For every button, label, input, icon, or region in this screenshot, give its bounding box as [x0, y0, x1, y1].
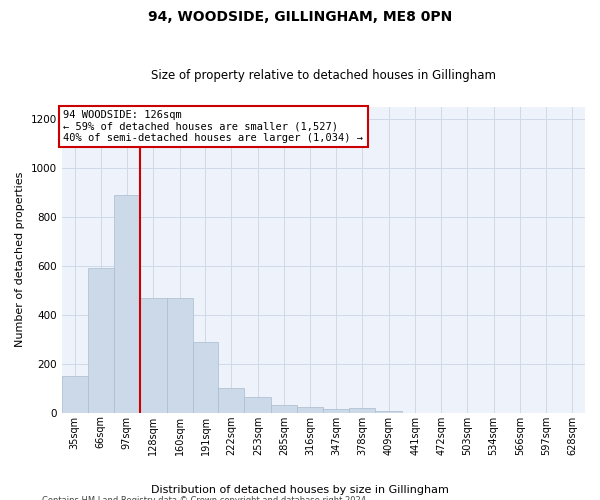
Bar [323, 410, 349, 412]
Bar [167, 298, 193, 412]
Bar [113, 195, 140, 412]
Title: Size of property relative to detached houses in Gillingham: Size of property relative to detached ho… [151, 69, 496, 82]
Bar [271, 406, 298, 412]
Bar [244, 397, 271, 412]
Bar [140, 298, 167, 412]
Text: Contains HM Land Registry data © Crown copyright and database right 2024.: Contains HM Land Registry data © Crown c… [42, 496, 368, 500]
Bar [376, 411, 402, 412]
Text: 94, WOODSIDE, GILLINGHAM, ME8 0PN: 94, WOODSIDE, GILLINGHAM, ME8 0PN [148, 10, 452, 24]
Bar [349, 408, 376, 412]
Text: 94 WOODSIDE: 126sqm
← 59% of detached houses are smaller (1,527)
40% of semi-det: 94 WOODSIDE: 126sqm ← 59% of detached ho… [64, 110, 364, 143]
Bar [62, 376, 88, 412]
Bar [88, 268, 113, 412]
Text: Distribution of detached houses by size in Gillingham: Distribution of detached houses by size … [151, 485, 449, 495]
Bar [193, 342, 218, 412]
Y-axis label: Number of detached properties: Number of detached properties [15, 172, 25, 348]
Bar [298, 406, 323, 412]
Bar [218, 388, 244, 412]
